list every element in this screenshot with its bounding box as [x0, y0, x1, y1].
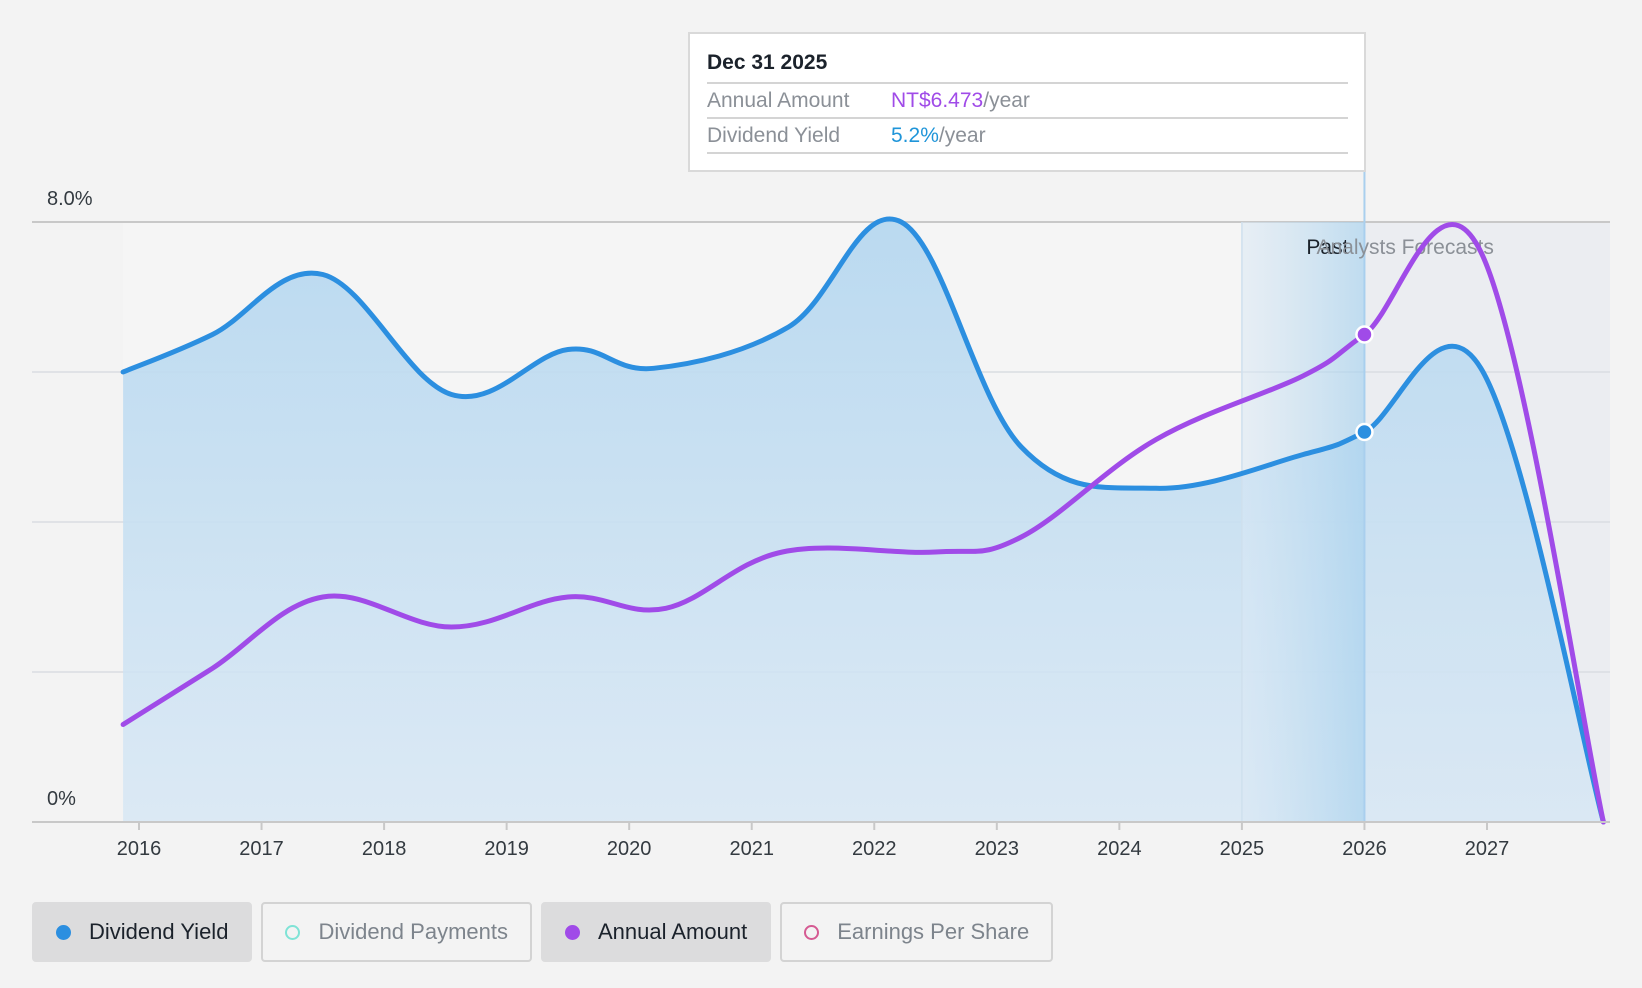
dividend-yield-marker[interactable]: [1355, 422, 1374, 442]
legend-label: Earnings Per Share: [837, 919, 1030, 944]
x-tick-label: 2016: [117, 838, 162, 860]
legend: Dividend Yield Dividend Payments Annual …: [32, 902, 1054, 962]
x-tick-label: 2017: [239, 838, 284, 860]
dividend-yield-line: [120, 216, 1606, 825]
x-tick-label: 2027: [1465, 838, 1510, 860]
legend-ring-icon: [804, 924, 820, 940]
axes: 2016 2017 2018 2019 2020 2021 2022 2023 2024 2025…: [32, 821, 1610, 860]
dividend-yield-area: [123, 218, 1604, 822]
hover-tooltip: Dec 31 2025 Annual Amount NT$6.473 /year…: [688, 32, 1366, 172]
y-axis-top-label: 8.0%: [47, 188, 93, 210]
annual-amount-line: [120, 222, 1606, 825]
tooltip-unit: /year: [938, 124, 986, 147]
legend-label: Dividend Payments: [318, 919, 508, 944]
past-region: [1241, 222, 1365, 822]
x-tick-label: 2019: [484, 838, 529, 860]
annual-amount-marker[interactable]: [1355, 325, 1374, 344]
legend-dot-icon: [564, 924, 580, 940]
y-axis-bottom-label: 0%: [47, 788, 76, 810]
tooltip-value: 5.2%: [891, 124, 939, 147]
x-tick-label: 2024: [1097, 838, 1142, 860]
x-tick-label: 2020: [607, 838, 652, 860]
tooltip-row-dividend-yield: Dividend Yield 5.2% /year: [707, 119, 1348, 154]
legend-annual-amount[interactable]: Annual Amount: [540, 902, 772, 962]
highlight-markers[interactable]: [1355, 325, 1374, 442]
legend-dividend-yield[interactable]: Dividend Yield: [32, 902, 253, 962]
legend-earnings-per-share[interactable]: Earnings Per Share: [780, 902, 1054, 962]
x-tick-label: 2021: [729, 838, 774, 860]
x-tick-label: 2026: [1342, 838, 1387, 860]
legend-label: Dividend Yield: [89, 919, 229, 944]
tooltip-unit: /year: [983, 89, 1030, 112]
past-label: Past: [1306, 236, 1348, 259]
x-tick-label: 2025: [1220, 838, 1265, 860]
legend-ring-icon: [285, 924, 301, 940]
tooltip-date: Dec 31 2025: [707, 48, 1348, 84]
tooltip-value: NT$6.473: [891, 89, 984, 112]
tooltip-key: Dividend Yield: [707, 124, 841, 147]
legend-dot-icon: [56, 924, 71, 940]
analysts-forecasts-label: Analysts Forecasts: [1316, 236, 1493, 259]
x-tick-label: 2023: [975, 838, 1020, 860]
x-tick-label: 2018: [362, 838, 407, 860]
legend-dividend-payments[interactable]: Dividend Payments: [261, 902, 532, 962]
x-tick-label: 2022: [852, 838, 897, 860]
dividend-yield-fill: [123, 218, 1604, 822]
legend-label: Annual Amount: [597, 919, 748, 944]
tooltip-key: Annual Amount: [707, 89, 850, 112]
series-lines: [120, 216, 1606, 825]
tooltip-row-annual-amount: Annual Amount NT$6.473 /year: [707, 84, 1348, 119]
